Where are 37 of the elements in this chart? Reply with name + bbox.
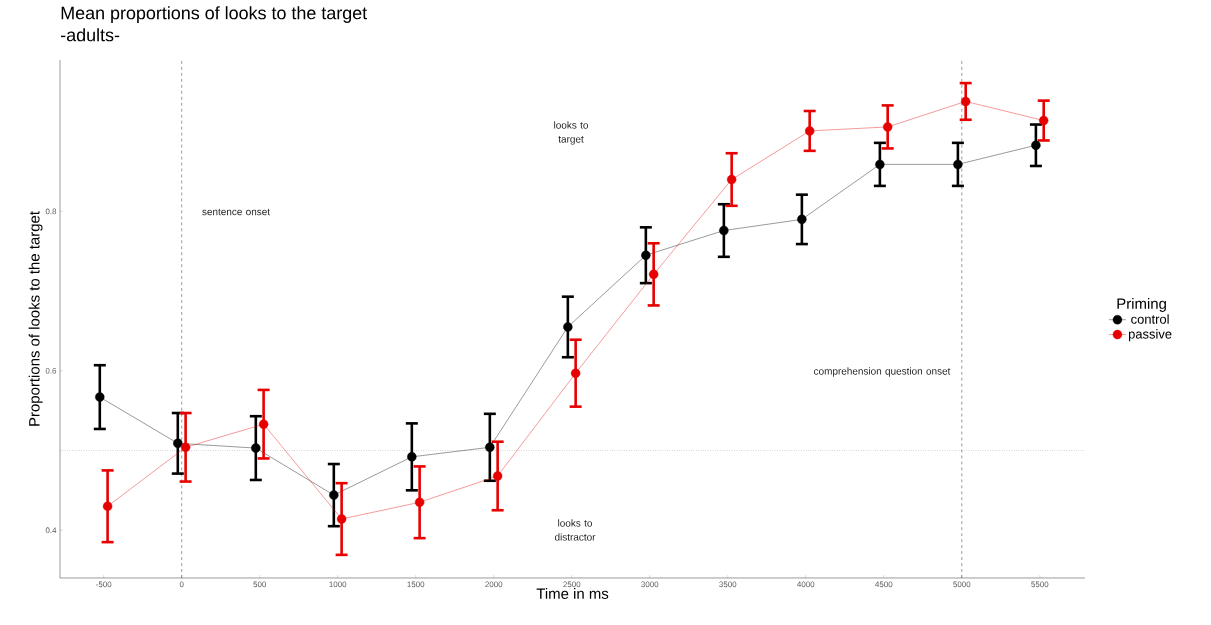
point	[258, 419, 269, 429]
annotation: comprehension question onset	[814, 367, 951, 377]
legend-title: Priming	[1117, 297, 1166, 312]
annotation: looks to distractor	[554, 519, 596, 541]
point	[173, 438, 183, 448]
point	[570, 368, 581, 378]
annotation: looks to target	[554, 121, 589, 145]
legend-label: control	[1131, 314, 1169, 324]
point	[726, 174, 737, 185]
point	[1039, 115, 1049, 126]
point	[1031, 140, 1041, 150]
point	[953, 159, 963, 170]
point	[485, 442, 495, 452]
point	[251, 443, 261, 453]
point	[336, 514, 347, 524]
point	[648, 269, 659, 280]
point	[407, 452, 417, 462]
point	[960, 96, 971, 107]
point	[414, 497, 425, 507]
point	[797, 214, 807, 225]
point	[329, 490, 339, 500]
point	[875, 159, 885, 170]
x-axis-title: Time in ms	[536, 587, 609, 599]
chart-subtitle: -adults-	[61, 28, 120, 42]
point	[719, 225, 729, 236]
chart-title: Mean proportions of looks to the target	[61, 6, 368, 23]
point	[180, 442, 191, 452]
annotation: sentence onset	[202, 208, 270, 216]
legend-label: passive	[1128, 329, 1172, 342]
point	[641, 250, 651, 260]
point	[882, 122, 893, 132]
point	[102, 501, 113, 511]
point	[563, 322, 573, 332]
y-axis-title: Proportions of looks to the target	[28, 211, 43, 426]
point	[492, 471, 503, 481]
point	[804, 126, 815, 136]
point	[95, 392, 105, 402]
